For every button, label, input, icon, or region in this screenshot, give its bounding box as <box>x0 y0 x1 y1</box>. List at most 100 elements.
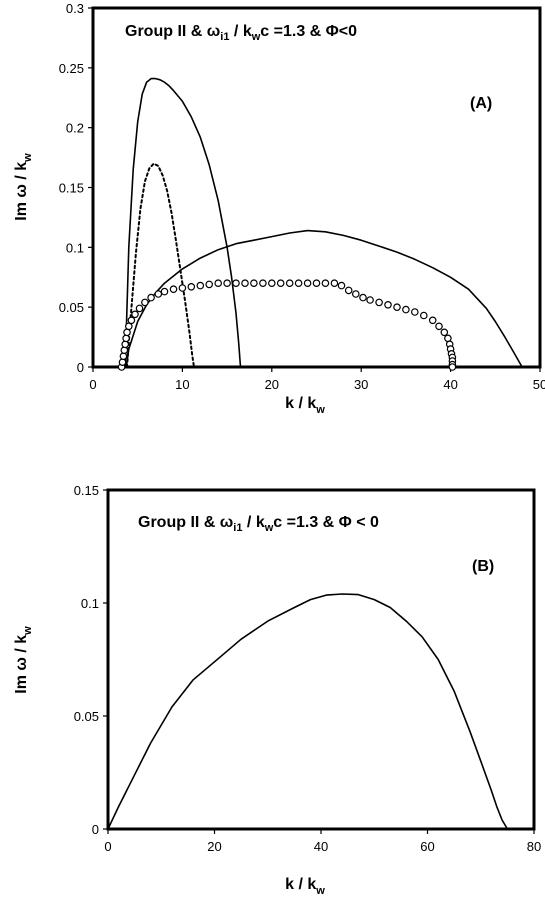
y-tick-label: 0.05 <box>59 300 84 315</box>
data-point-marker <box>375 298 383 307</box>
x-tick-label: 80 <box>527 839 541 854</box>
y-tick-label: 0.2 <box>66 121 84 136</box>
data-point-marker <box>359 293 367 302</box>
data-point-marker <box>276 279 285 288</box>
data-point-marker <box>119 352 128 361</box>
y-tick-label: 0.15 <box>74 483 99 498</box>
chart-title: Group II & ωi1 / kwc =1.3 & Φ < 0 <box>138 514 379 534</box>
data-point-marker <box>435 322 443 331</box>
panel-label: (A) <box>470 95 492 112</box>
x-axis-label-text: k / k <box>285 395 316 412</box>
x-tick-label: 40 <box>443 377 457 392</box>
title-omega: ω <box>207 23 221 40</box>
title-text: / k <box>242 514 264 531</box>
title-text: c =1.3 & Φ < 0 <box>273 514 379 531</box>
x-tick-label: 60 <box>420 839 434 854</box>
data-point-marker <box>402 305 410 314</box>
data-point-marker <box>135 304 144 313</box>
y-tick-label: 0 <box>77 360 84 375</box>
y-tick-label: 0.1 <box>66 240 84 255</box>
title-subscript: i1 <box>220 31 229 43</box>
title-text: Group II & <box>125 23 207 40</box>
data-point-marker <box>127 316 136 325</box>
data-point-marker <box>154 290 163 298</box>
data-point-marker <box>259 279 267 288</box>
data-point-marker <box>205 280 214 289</box>
y-tick-label: 0 <box>92 822 99 837</box>
y-axis-label-subscript: w <box>22 626 34 636</box>
data-point-marker <box>122 334 130 343</box>
title-subscript: w <box>264 522 274 534</box>
title-subscript: i1 <box>233 522 242 534</box>
x-tick-label: 10 <box>175 377 189 392</box>
data-point-marker <box>344 286 353 295</box>
title-text: c =1.3 & Φ<0 <box>260 23 357 40</box>
data-point-marker <box>223 279 231 288</box>
data-point-marker <box>351 290 360 298</box>
data-point-marker <box>214 279 223 288</box>
x-tick-label: 40 <box>314 839 328 854</box>
data-point-marker <box>141 298 149 307</box>
x-axis-label-subscript: w <box>315 404 325 416</box>
data-point-marker <box>121 340 130 349</box>
x-tick-label: 0 <box>104 839 111 854</box>
chart-title: Group II & ωi1 / kwc =1.3 & Φ<0 <box>125 23 357 43</box>
data-point-marker <box>294 279 303 288</box>
data-point-marker <box>285 279 294 288</box>
data-point-marker <box>131 310 139 319</box>
data-point-marker <box>232 279 240 288</box>
data-point-marker <box>118 358 127 367</box>
x-tick-label: 50 <box>533 377 545 392</box>
x-tick-label: 30 <box>354 377 368 392</box>
data-point-marker <box>337 281 346 290</box>
data-point-marker <box>267 279 276 288</box>
series-solid-line-2 <box>125 229 523 368</box>
y-tick-label: 0.25 <box>59 61 84 76</box>
title-subscript: w <box>251 31 261 43</box>
data-point-marker <box>410 308 419 316</box>
panel-label: (B) <box>472 558 494 575</box>
data-point-marker <box>448 363 457 371</box>
data-point-marker <box>440 328 449 337</box>
chart-panel-a: 0 10 20 30 40 50 0 0.05 0.1 0.15 0.2 0.25 0.3 Group I… <box>13 1 545 416</box>
y-tick-label: 0.1 <box>81 596 99 611</box>
y-axis-label-text: Im ω / k <box>13 635 30 694</box>
data-point-marker <box>187 282 196 291</box>
plot-frame <box>106 488 536 831</box>
data-point-marker <box>160 287 169 296</box>
data-point-marker <box>393 303 401 312</box>
x-axis-label: k / kw <box>285 395 325 416</box>
data-point-marker <box>419 311 428 320</box>
title-text: Group II & <box>138 514 220 531</box>
data-point-marker <box>125 322 133 331</box>
data-point-marker <box>147 293 155 302</box>
y-tick-label: 0.3 <box>66 1 84 16</box>
data-point-marker <box>169 285 178 294</box>
x-tick-label: 20 <box>265 377 279 392</box>
y-axis-label: Im ω / kw <box>13 626 34 694</box>
title-omega: ω <box>220 514 234 531</box>
y-axis-label-text: Im ω / k <box>13 162 30 221</box>
y-axis-label: Im ω / kw <box>13 153 34 221</box>
data-point-marker <box>321 279 330 288</box>
data-point-marker <box>384 300 392 309</box>
data-point-marker <box>303 279 312 288</box>
data-point-marker <box>241 279 249 288</box>
x-axis-label: k / kw <box>285 876 325 897</box>
series-solid-line-0 <box>124 77 242 368</box>
x-axis-label-subscript: w <box>315 885 325 897</box>
series-solid-line-0 <box>107 593 509 830</box>
title-text: / k <box>229 23 251 40</box>
data-point-marker <box>178 284 187 292</box>
x-tick-label: 20 <box>207 839 221 854</box>
data-point-marker <box>428 316 437 325</box>
series-dotted-line-1 <box>126 162 195 368</box>
data-point-marker <box>196 281 205 290</box>
plot-frame <box>91 6 542 369</box>
series-circle-markers <box>117 279 457 371</box>
y-tick-label: 0.15 <box>59 181 84 196</box>
data-point-marker <box>312 279 321 288</box>
data-point-marker <box>330 279 339 288</box>
